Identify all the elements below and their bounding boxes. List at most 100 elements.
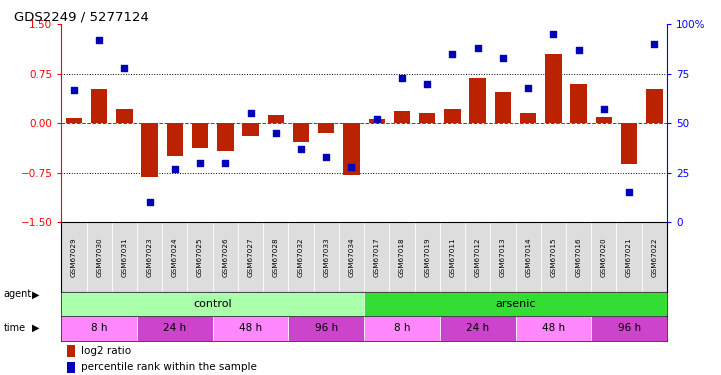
Bar	[141, 123, 158, 177]
Text: percentile rank within the sample: percentile rank within the sample	[81, 362, 257, 372]
Bar	[520, 112, 536, 123]
Point	[94, 37, 105, 43]
Point	[144, 199, 156, 205]
Bar	[87, 222, 112, 292]
Bar	[440, 316, 516, 340]
Text: 8 h: 8 h	[91, 324, 107, 333]
Text: GSM67014: GSM67014	[525, 237, 531, 277]
Point	[397, 75, 408, 81]
Bar	[217, 123, 234, 151]
Bar	[444, 109, 461, 123]
Text: GSM67025: GSM67025	[197, 237, 203, 277]
Bar	[419, 112, 435, 123]
Bar	[364, 292, 667, 316]
Point	[169, 166, 181, 172]
Text: GSM67013: GSM67013	[500, 237, 506, 277]
Bar	[570, 84, 587, 123]
Point	[548, 31, 559, 37]
Bar	[415, 222, 440, 292]
Bar	[238, 222, 263, 292]
Text: GSM67033: GSM67033	[323, 237, 329, 277]
Bar	[61, 316, 137, 340]
Text: control: control	[193, 299, 232, 309]
Bar	[242, 123, 259, 136]
Text: GSM67032: GSM67032	[298, 237, 304, 277]
Text: GSM67023: GSM67023	[146, 237, 153, 277]
Bar	[364, 316, 440, 340]
Bar	[490, 222, 516, 292]
Bar	[440, 222, 465, 292]
Bar	[389, 222, 415, 292]
Point	[371, 116, 383, 122]
Bar	[368, 119, 385, 123]
Point	[472, 45, 484, 51]
Bar	[213, 316, 288, 340]
Text: GSM67030: GSM67030	[96, 237, 102, 277]
Point	[649, 41, 660, 47]
Text: log2 ratio: log2 ratio	[81, 346, 131, 355]
Point	[118, 65, 131, 71]
Bar	[66, 118, 82, 123]
Bar	[314, 222, 339, 292]
Text: GSM67012: GSM67012	[474, 237, 481, 277]
Text: 48 h: 48 h	[541, 324, 565, 333]
Text: GSM67021: GSM67021	[626, 237, 632, 277]
Bar	[67, 345, 75, 357]
Point	[321, 154, 332, 160]
Bar	[621, 123, 637, 164]
Bar	[67, 362, 75, 374]
Bar	[465, 222, 490, 292]
Bar	[364, 222, 389, 292]
Text: GSM67027: GSM67027	[247, 237, 254, 277]
Bar	[187, 222, 213, 292]
Point	[296, 146, 307, 152]
Bar	[596, 117, 612, 123]
Text: agent: agent	[4, 290, 32, 299]
Bar	[162, 222, 187, 292]
Point	[598, 106, 610, 112]
Text: GSM67028: GSM67028	[273, 237, 279, 277]
Text: GSM67031: GSM67031	[121, 237, 128, 277]
Bar	[616, 222, 642, 292]
Bar	[137, 316, 213, 340]
Point	[624, 189, 635, 195]
Point	[68, 87, 80, 93]
Bar	[288, 222, 314, 292]
Point	[245, 110, 257, 116]
Bar	[545, 54, 562, 123]
Text: ▶: ▶	[32, 323, 39, 333]
Point	[195, 160, 206, 166]
Bar	[61, 222, 87, 292]
Text: time: time	[4, 323, 26, 333]
Bar	[343, 123, 360, 174]
Bar	[394, 111, 410, 123]
Bar	[541, 222, 566, 292]
Text: ▶: ▶	[32, 290, 39, 299]
Bar	[516, 316, 591, 340]
Bar	[566, 222, 591, 292]
Bar	[213, 222, 238, 292]
Point	[270, 130, 282, 136]
Bar	[263, 222, 288, 292]
Bar	[469, 78, 486, 123]
Bar	[267, 115, 284, 123]
Bar	[516, 222, 541, 292]
Bar	[112, 222, 137, 292]
Bar	[591, 316, 667, 340]
Bar	[116, 109, 133, 123]
Bar	[642, 222, 667, 292]
Text: GSM67029: GSM67029	[71, 237, 77, 277]
Bar	[192, 123, 208, 148]
Text: GSM67017: GSM67017	[373, 237, 380, 277]
Bar	[91, 89, 107, 123]
Point	[421, 81, 433, 87]
Point	[447, 51, 459, 57]
Text: 96 h: 96 h	[314, 324, 338, 333]
Point	[573, 47, 585, 53]
Text: 48 h: 48 h	[239, 324, 262, 333]
Bar	[167, 123, 183, 156]
Text: GSM67020: GSM67020	[601, 237, 607, 277]
Bar	[288, 316, 364, 340]
Text: GSM67026: GSM67026	[222, 237, 229, 277]
Bar	[318, 123, 335, 133]
